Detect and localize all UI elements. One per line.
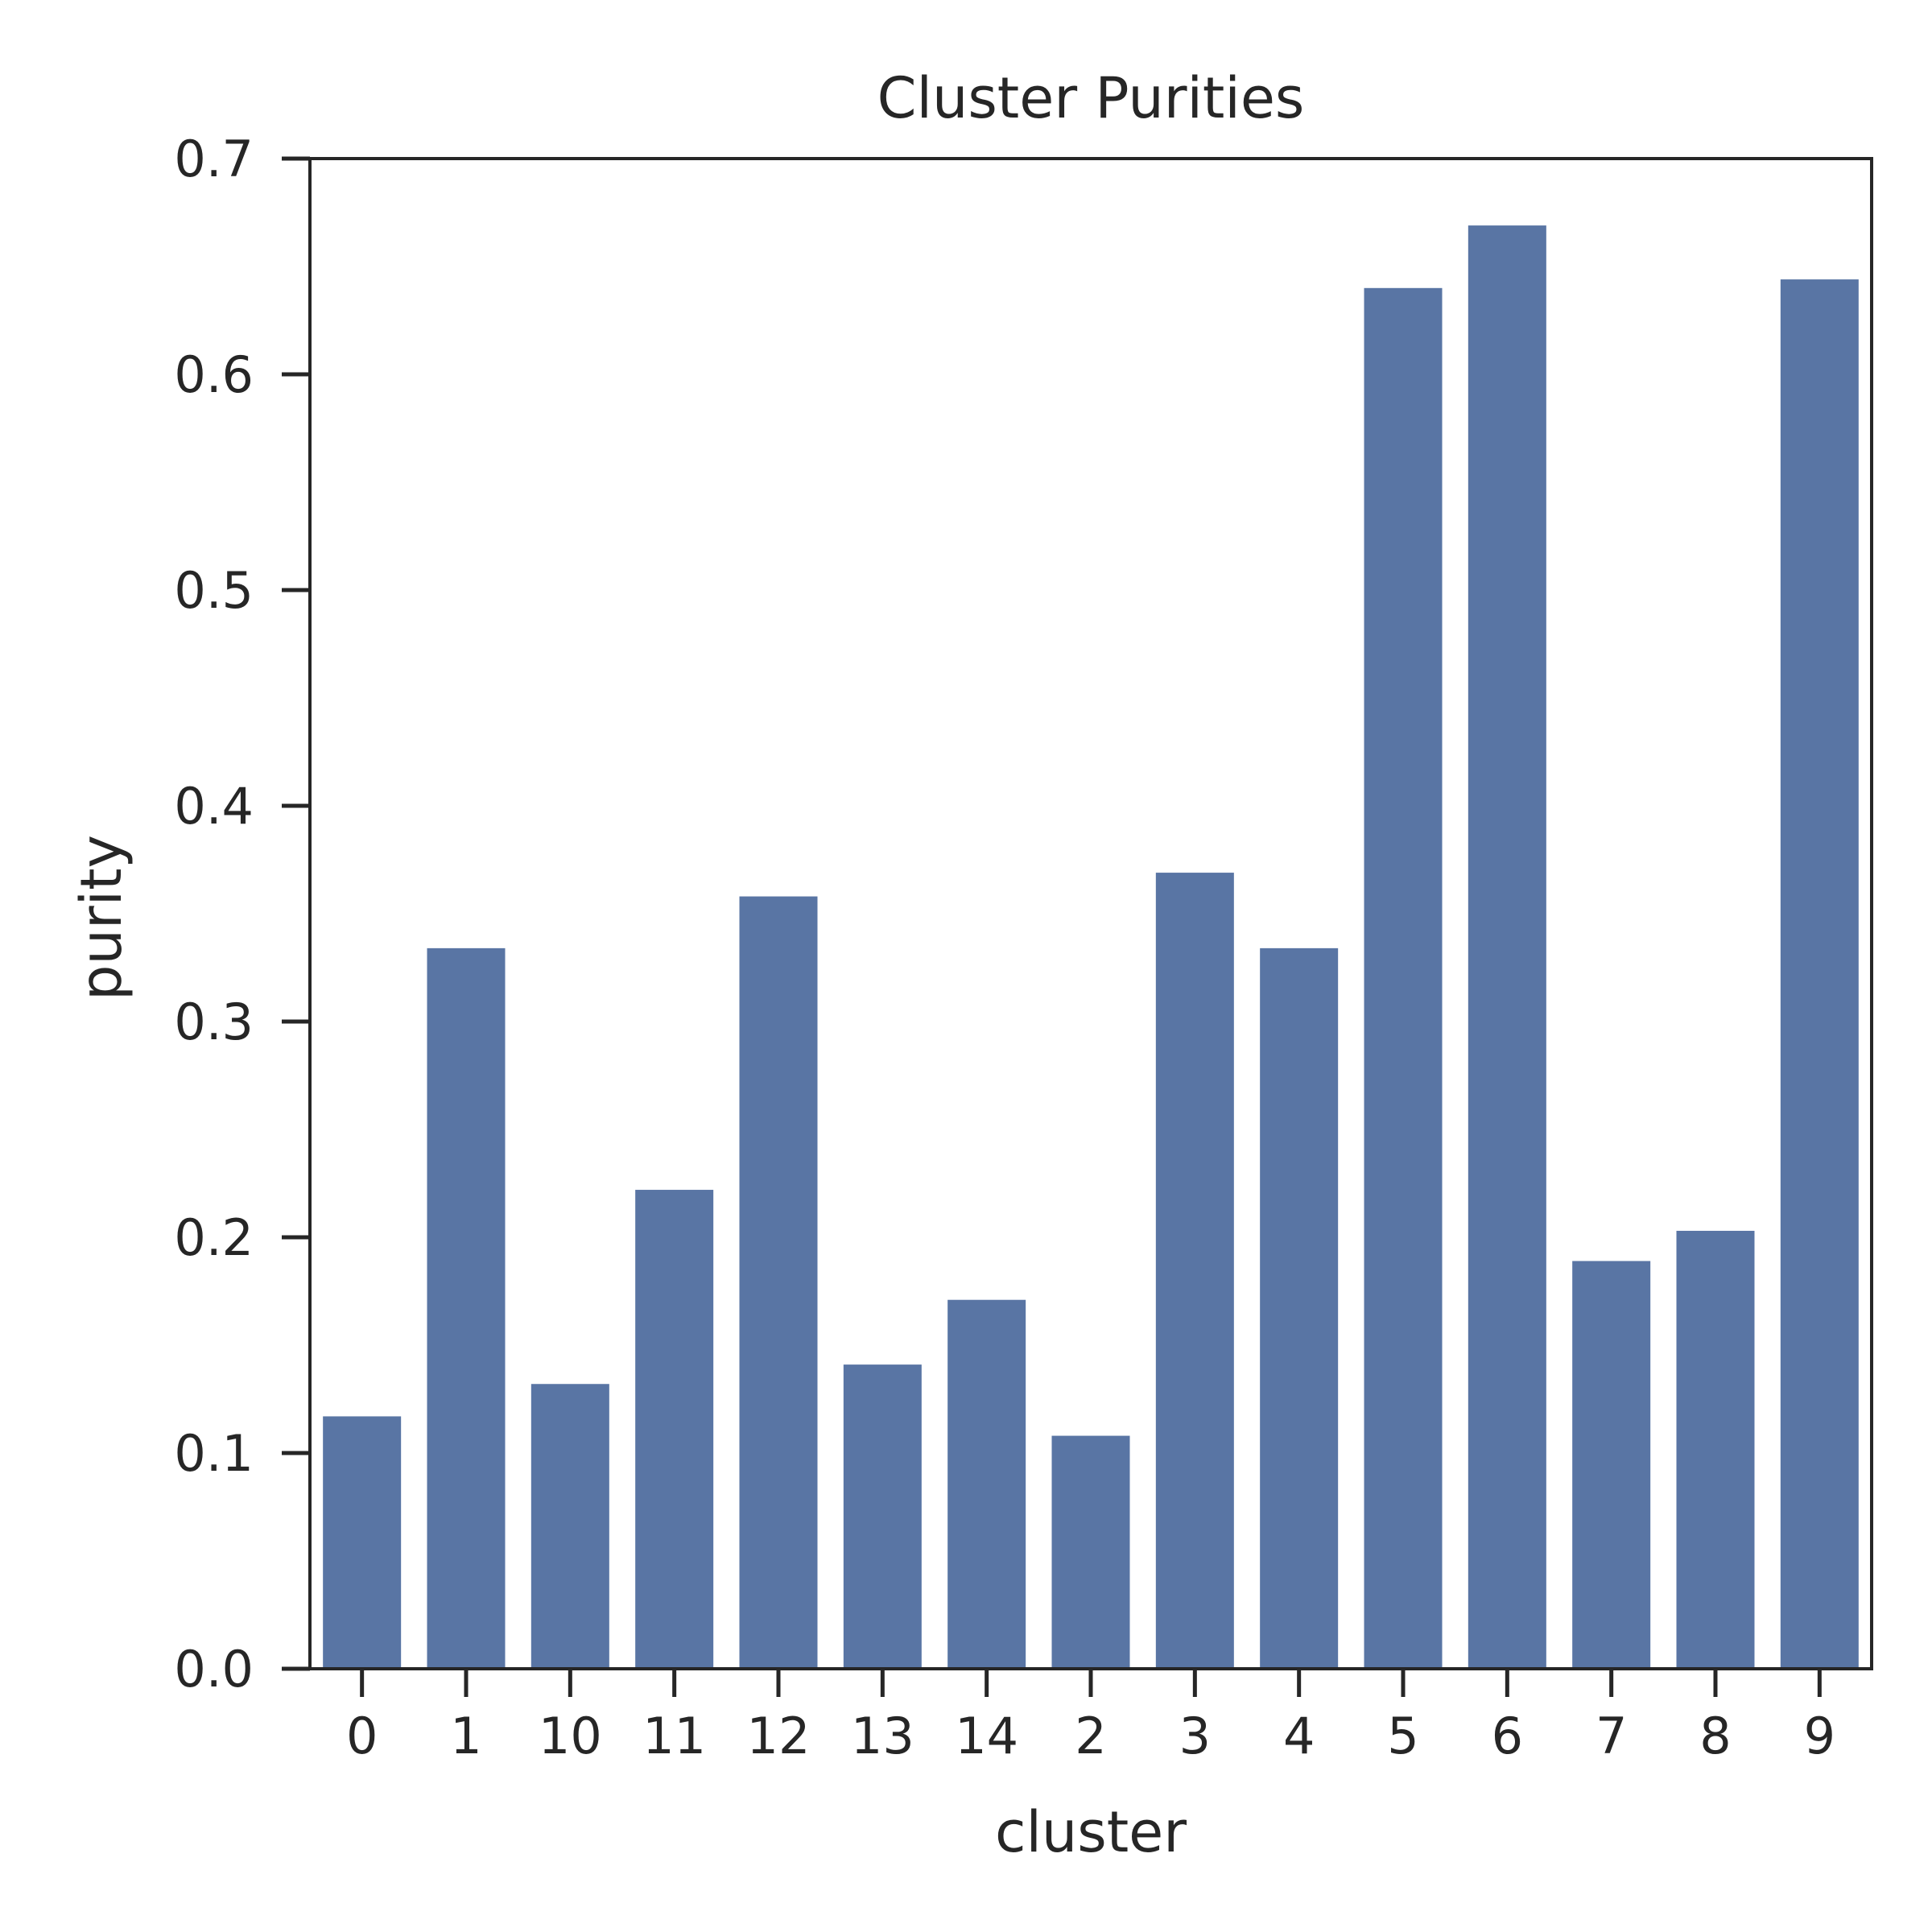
bar-0	[323, 1416, 402, 1669]
y-tick-label-2: 0.2	[174, 1208, 254, 1267]
bar-11	[635, 1190, 714, 1669]
chart-title: Cluster Purities	[877, 65, 1305, 131]
x-tick-label-4: 4	[1283, 1707, 1315, 1765]
bar-4	[1260, 947, 1339, 1669]
bar-14	[947, 1299, 1026, 1669]
bar-5	[1364, 287, 1443, 1669]
bar-6	[1468, 225, 1546, 1670]
y-tick-label-1: 0.1	[174, 1424, 254, 1483]
x-tick-label-14: 14	[955, 1707, 1018, 1765]
y-tick-label-3: 0.3	[174, 993, 254, 1051]
x-tick-label-10: 10	[539, 1707, 602, 1765]
plot-frame	[308, 157, 1873, 1670]
bar-12	[739, 896, 818, 1669]
y-tick-label-0: 0.0	[174, 1640, 254, 1699]
x-tick-label-6: 6	[1492, 1707, 1523, 1765]
x-tick-label-5: 5	[1387, 1707, 1418, 1765]
x-tick-label-1: 1	[450, 1707, 481, 1765]
y-tick-label-5: 0.5	[174, 561, 254, 620]
bar-8	[1676, 1230, 1755, 1669]
x-tick-label-9: 9	[1804, 1707, 1835, 1765]
x-tick-label-3: 3	[1179, 1707, 1211, 1765]
x-tick-label-11: 11	[642, 1707, 706, 1765]
bar-13	[843, 1364, 922, 1669]
x-tick-label-12: 12	[747, 1707, 811, 1765]
bar-9	[1780, 279, 1859, 1670]
bars-group	[323, 225, 1859, 1670]
bar-7	[1572, 1261, 1651, 1669]
x-tick-label-7: 7	[1596, 1707, 1627, 1765]
y-tick-label-6: 0.6	[174, 345, 254, 404]
x-axis-title: cluster	[995, 1799, 1187, 1865]
bar-3	[1155, 873, 1234, 1669]
y-axis-ticks: 0.0 0.1 0.2 0.3 0.4 0.5 0.6 0.7	[174, 130, 310, 1699]
bar-1	[427, 947, 506, 1669]
x-tick-label-0: 0	[346, 1707, 378, 1765]
x-tick-label-2: 2	[1075, 1707, 1106, 1765]
y-tick-label-4: 0.4	[174, 777, 254, 836]
x-tick-label-8: 8	[1699, 1707, 1731, 1765]
x-axis-ticks: 0 1 10 11 12 13 14 2 3 4 5 6 7 8 9	[346, 1669, 1835, 1765]
y-tick-label-7: 0.7	[174, 130, 254, 188]
bar-10	[530, 1384, 609, 1669]
y-axis-title: purity	[68, 835, 134, 1001]
bar-2	[1051, 1435, 1130, 1669]
x-tick-label-13: 13	[851, 1707, 914, 1765]
